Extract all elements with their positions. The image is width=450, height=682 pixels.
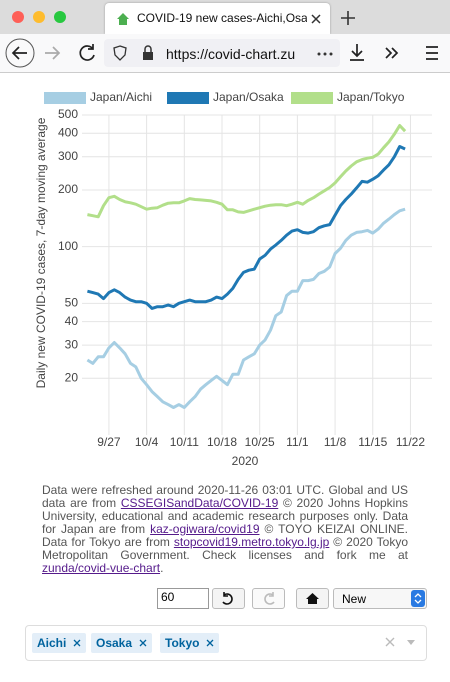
x-tick-label: 10/18 bbox=[207, 435, 237, 449]
tab[interactable]: COVID-19 new cases-Aichi,Osa bbox=[105, 3, 330, 34]
sort-value: New bbox=[342, 592, 367, 606]
note-text: Data were refreshed around 2020-11-26 03… bbox=[42, 483, 408, 510]
chip-label: Tokyo bbox=[165, 636, 200, 650]
x-tick-label: 11/8 bbox=[324, 435, 347, 449]
home-button[interactable] bbox=[296, 588, 329, 609]
chart: Daily new COVID-19 cases, 7-day moving a… bbox=[34, 90, 432, 468]
window-buttons[interactable] bbox=[0, 0, 80, 34]
clear-and-toggle[interactable] bbox=[384, 637, 424, 649]
favicon bbox=[117, 13, 129, 25]
select-arrow bbox=[411, 590, 425, 607]
url: https://covid-chart.zu bbox=[166, 46, 296, 62]
close-tab[interactable] bbox=[310, 13, 322, 25]
x-tick-label: 10/25 bbox=[245, 435, 275, 449]
y-tick-label: 50 bbox=[65, 296, 79, 310]
redo-icon bbox=[264, 592, 275, 605]
chip-remove[interactable] bbox=[206, 639, 214, 647]
filter-chip[interactable]: Aichi bbox=[32, 633, 87, 653]
x-tick-label: 11/15 bbox=[358, 435, 387, 449]
tab-bar: COVID-19 new cases-Aichi,Osa bbox=[0, 0, 450, 34]
new-tab[interactable] bbox=[340, 10, 356, 26]
y-axis-label: Daily new COVID-19 cases, 7-day moving a… bbox=[34, 117, 48, 388]
nav-buttons[interactable] bbox=[0, 34, 104, 72]
page-actions[interactable] bbox=[316, 51, 336, 57]
chip-label: Aichi bbox=[37, 636, 67, 650]
y-tick-label: 200 bbox=[58, 182, 78, 196]
series-line bbox=[87, 124, 407, 219]
undo-icon bbox=[222, 592, 233, 605]
y-tick-label: 40 bbox=[65, 314, 79, 328]
toolbar: https://covid-chart.zu bbox=[0, 34, 450, 73]
note-text: © TOYO KEIZAI ONLINE. Data for Tokyo are… bbox=[42, 522, 408, 549]
toolbar-icons[interactable] bbox=[345, 42, 445, 64]
series-line bbox=[86, 207, 406, 409]
y-tick-label: 500 bbox=[58, 107, 78, 121]
notes: Data were refreshed around 2020-11-26 03… bbox=[42, 484, 408, 575]
x-tick-label: 11/1 bbox=[286, 435, 309, 449]
note-link[interactable]: stopcovid19.metro.tokyo.lg.jp bbox=[173, 535, 330, 549]
filter-chip[interactable]: Osaka bbox=[91, 633, 153, 653]
legend-label: Japan/Aichi bbox=[90, 90, 152, 104]
x-tick-label: 11/22 bbox=[396, 435, 425, 449]
tab-title: COVID-19 new cases-Aichi,Osa bbox=[137, 11, 307, 25]
series-line bbox=[87, 145, 406, 310]
y-tick-label: 100 bbox=[58, 239, 78, 253]
x-tick-label: 10/11 bbox=[170, 435, 199, 449]
y-tick-label: 30 bbox=[65, 337, 79, 351]
note-link[interactable]: zunda/covid-vue-chart bbox=[42, 561, 161, 575]
x-axis-label: 2020 bbox=[232, 454, 259, 468]
days-input[interactable]: 60 bbox=[157, 588, 209, 609]
legend-swatch bbox=[44, 92, 86, 104]
y-tick-label: 400 bbox=[58, 125, 78, 139]
legend-label: Japan/Tokyo bbox=[337, 90, 405, 104]
legend-swatch bbox=[167, 92, 209, 104]
filter-box[interactable]: Aichi Osaka Tokyo bbox=[25, 625, 427, 661]
note-text: © 2020 Johns Hopkins University, educati… bbox=[42, 496, 409, 536]
note-text: © 2020 Tokyo Metropolitan Government. Ch… bbox=[42, 535, 408, 562]
legend-label: Japan/Osaka bbox=[213, 90, 284, 104]
chip-remove[interactable] bbox=[139, 639, 147, 647]
note-text: . bbox=[160, 561, 164, 575]
y-tick-label: 300 bbox=[58, 149, 78, 163]
legend-swatch bbox=[291, 92, 333, 104]
home-icon bbox=[306, 593, 319, 604]
x-tick-label: 10/4 bbox=[135, 435, 159, 449]
chip-label: Osaka bbox=[96, 636, 133, 650]
note-link[interactable]: CSSEGISandData/COVID-19 bbox=[120, 496, 279, 510]
y-tick-label: 20 bbox=[65, 370, 79, 384]
url-bar[interactable]: https://covid-chart.zu bbox=[104, 39, 340, 67]
note-link[interactable]: kaz-ogiwara/covid19 bbox=[150, 522, 260, 536]
sort-select[interactable]: New bbox=[333, 588, 427, 609]
x-tick-label: 9/27 bbox=[97, 435, 121, 449]
security-icons bbox=[113, 45, 153, 61]
undo-button[interactable] bbox=[212, 588, 245, 609]
redo-button[interactable] bbox=[252, 588, 285, 609]
filter-chip[interactable]: Tokyo bbox=[160, 633, 220, 653]
chip-remove[interactable] bbox=[73, 639, 81, 647]
